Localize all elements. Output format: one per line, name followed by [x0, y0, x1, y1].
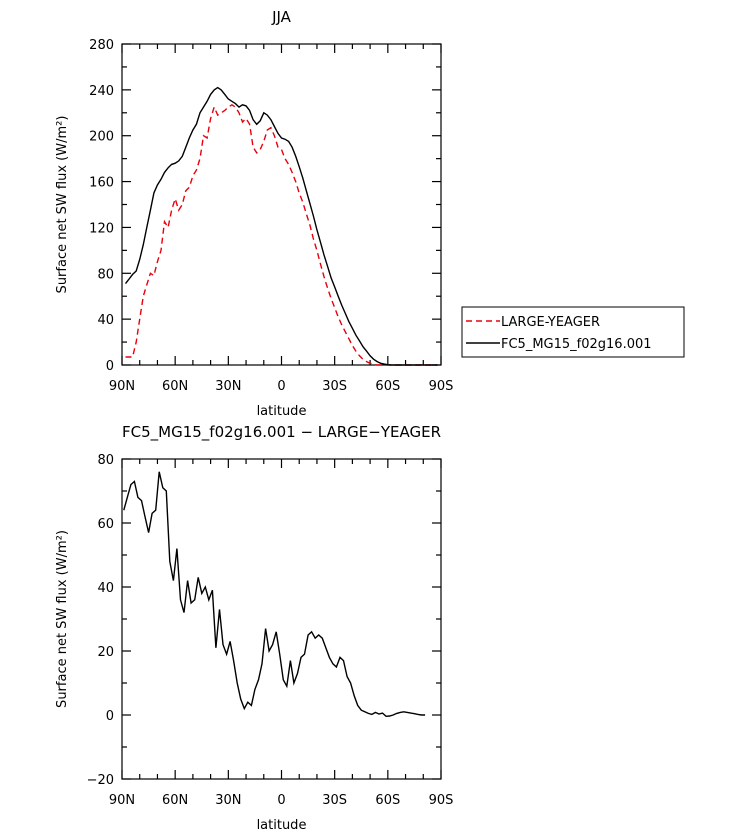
x-tick-label: 90S [429, 379, 454, 394]
series-line-large-yeager [125, 103, 438, 366]
chart-1: JJA 0 40 80 120 160 200 240 280 90N 60N 30N 0 30S 60S 9… [55, 8, 685, 419]
x-tick-label: 30N [215, 793, 241, 808]
x-tick-label: 60N [162, 379, 188, 394]
y-tick-label: 60 [97, 517, 114, 532]
x-tick-label: 90N [109, 379, 135, 394]
x-tick-label: 60N [162, 793, 188, 808]
y-tick-label: 120 [89, 221, 114, 236]
series-line-1 [123, 471, 426, 718]
y-tick-label: 160 [89, 176, 114, 191]
chart-title: JJA [271, 8, 292, 26]
legend-label: FC5_MG15_f02g16.001 [501, 337, 652, 352]
x-axis-label: latitude [257, 818, 307, 833]
y-tick-label: 0 [106, 709, 114, 724]
x-tick-label: 0 [277, 379, 285, 394]
chart-title: FC5_MG15_f02g16.001 − LARGE−YEAGER [122, 423, 441, 442]
chart-2: FC5_MG15_f02g16.001 − LARGE−YEAGER −20 0 20… [55, 423, 453, 833]
y-axis-label: Surface net SW flux (W/m²) [55, 530, 70, 708]
x-tick-label: 90S [429, 793, 454, 808]
y-tick-label: 280 [89, 38, 114, 53]
legend-label: LARGE-YEAGER [501, 315, 600, 330]
y-tick-label: 80 [97, 453, 114, 468]
y-tick-label: 20 [97, 645, 114, 660]
y-tick-label: 40 [97, 313, 114, 328]
x-tick-label: 30N [215, 379, 241, 394]
y-axis-label: Surface net SW flux (W/m²) [55, 116, 70, 294]
y-tick-label: 80 [97, 267, 114, 282]
plot-frame [121, 458, 442, 780]
legend: LARGE-YEAGER FC5_MG15_f02g16.001 [461, 306, 685, 358]
x-tick-label: 0 [277, 793, 285, 808]
y-tick-label: 40 [97, 581, 114, 596]
x-tick-label: 60S [375, 793, 400, 808]
x-tick-label: 30S [322, 793, 347, 808]
x-axis-label: latitude [257, 404, 307, 419]
y-tick-label: 240 [89, 84, 114, 99]
y-tick-label: −20 [87, 773, 114, 788]
y-tick-label: 0 [106, 359, 114, 374]
y-tick-label: 200 [89, 130, 114, 145]
series-line-fc5-mg15-f02g16-001 [124, 86, 438, 366]
legend-box [461, 306, 685, 358]
x-tick-label: 60S [375, 379, 400, 394]
plot-frame [121, 43, 442, 366]
x-tick-label: 90N [109, 793, 135, 808]
x-tick-label: 30S [322, 379, 347, 394]
